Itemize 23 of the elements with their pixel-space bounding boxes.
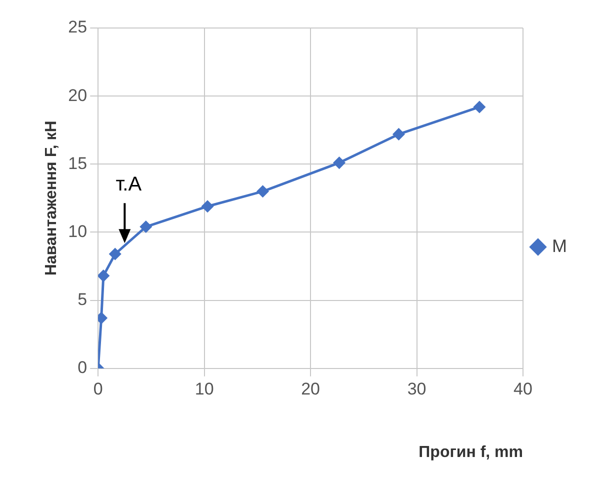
y-tick-label: 5 [78, 290, 88, 310]
annotation: т.A [116, 174, 142, 196]
point [109, 248, 121, 260]
y-tick-label: 15 [68, 154, 88, 173]
y-tick-label: 25 [68, 18, 88, 37]
y-tick-label: 10 [68, 222, 88, 241]
point [257, 186, 269, 198]
point [392, 128, 404, 140]
x-tick-label: 30 [407, 379, 426, 398]
legend-label: M [552, 236, 568, 256]
x-tick-label: 20 [301, 379, 320, 398]
point [202, 200, 214, 212]
x-tick-label: 40 [514, 379, 532, 398]
point [474, 101, 486, 113]
point [98, 270, 110, 282]
x-axis-title: Прогин f, mm [418, 444, 524, 461]
y-tick-label: 0 [78, 358, 88, 378]
y-tick-label: 20 [68, 86, 88, 105]
point [140, 221, 152, 233]
x-tick-label: 0 [93, 379, 103, 398]
x-tick-label: 10 [194, 379, 214, 398]
y-axis-title: Навантаження F, кН [43, 120, 60, 276]
point [333, 157, 345, 169]
